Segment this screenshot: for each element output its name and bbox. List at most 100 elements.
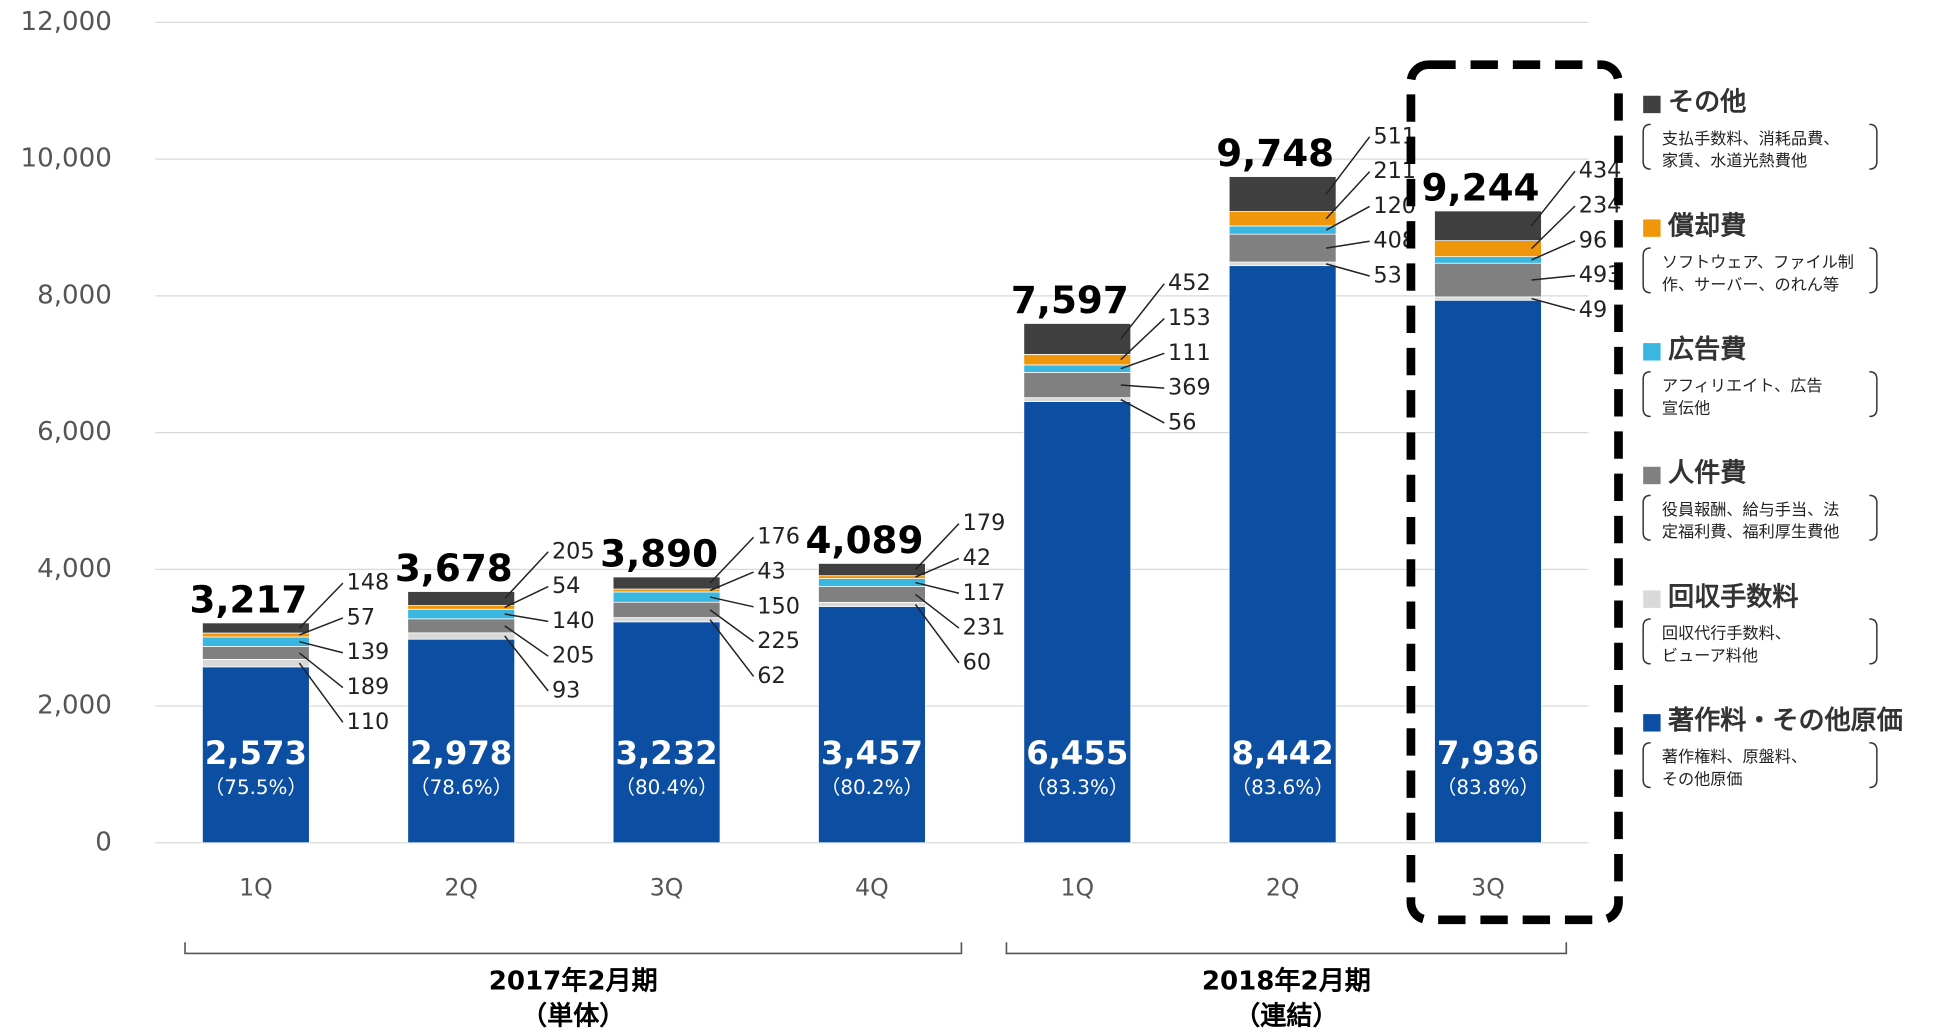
legend-bracket (1642, 494, 1878, 541)
bar-segment (1023, 397, 1132, 402)
legend-description: アフィリエイト、広告 (1662, 376, 1823, 395)
segment-value-label: 176 (757, 524, 800, 550)
x-tick-label: 2Q (1266, 873, 1300, 901)
segment-value-label: 225 (757, 628, 800, 654)
legend-description: ソフトウェア、ファイル制 (1662, 252, 1854, 271)
bar-segment (202, 636, 310, 647)
bar-segment (1434, 256, 1542, 264)
segment-value-label: 93 (552, 677, 580, 703)
group-label: 2017年2月期 (489, 965, 658, 996)
segment-value-label: 54 (552, 573, 580, 599)
legend-description: 支払手数料、消耗品費、 (1662, 129, 1840, 148)
segment-value-label: 60 (963, 649, 991, 675)
bar-segment (1228, 225, 1337, 235)
segment-value-label: 96 (1579, 227, 1607, 253)
x-tick-label: 1Q (1060, 873, 1094, 901)
leader-line (298, 662, 344, 723)
leader-line (1325, 263, 1370, 277)
leader-line (1530, 205, 1576, 250)
leader-line (914, 593, 960, 629)
leader-line (1325, 205, 1370, 231)
x-tick-label: 3Q (650, 873, 684, 901)
y-tick-label: 0 (95, 827, 112, 857)
leader-line (1120, 283, 1165, 340)
y-tick-label: 12,000 (21, 7, 112, 37)
legend-swatch (1643, 95, 1661, 114)
legend-swatch (1643, 714, 1661, 732)
segment-share-label: （83.3%） (1026, 776, 1129, 799)
bar-segment (202, 646, 310, 660)
legend-description: 定福利費、福利厚生費他 (1662, 522, 1840, 541)
legend-description: 作、サーバー、のれん等 (1662, 275, 1839, 294)
segment-value-label: 189 (347, 674, 390, 700)
leader-line (1531, 274, 1576, 281)
total-label: 4,089 (806, 518, 924, 562)
bar-segment (818, 578, 926, 587)
bar-segment (818, 575, 926, 579)
leader-line (299, 617, 344, 636)
bar-segment (818, 606, 926, 844)
leader-line (709, 619, 755, 677)
bar-segment (407, 591, 516, 606)
bar-segment (612, 617, 721, 623)
leader-line (709, 609, 755, 643)
leader-line (709, 571, 754, 592)
segment-value-label: 3,232 (615, 734, 717, 772)
legend-description: 著作権料、原盤料、 (1662, 747, 1807, 766)
y-tick-label: 4,000 (37, 554, 112, 584)
segment-value-label: 452 (1168, 270, 1211, 296)
segment-value-label: 205 (552, 643, 595, 669)
segment-value-label: 2,573 (205, 734, 307, 772)
segment-value-label: 110 (347, 709, 390, 735)
leader-line (709, 596, 754, 608)
bar-segment (202, 622, 310, 634)
leader-line (504, 585, 549, 609)
segment-value-label: 153 (1168, 305, 1211, 331)
y-tick-label: 2,000 (37, 691, 112, 721)
bar-segment (1434, 296, 1542, 301)
bar-segment (407, 638, 516, 844)
segment-value-label: 56 (1168, 409, 1196, 435)
bar-segment (202, 632, 310, 638)
bar-segment (612, 601, 721, 618)
total-label: 7,597 (1011, 278, 1129, 322)
leader-line (914, 523, 960, 571)
segment-value-label: 62 (757, 663, 785, 689)
y-tick-label: 10,000 (21, 144, 112, 174)
x-tick-label: 3Q (1471, 873, 1505, 901)
bar-segment (818, 601, 926, 607)
legend-label: その他 (1668, 88, 1746, 118)
leader-line (1531, 240, 1576, 261)
leader-line (1120, 352, 1165, 370)
bar-segment (1023, 372, 1132, 399)
segment-share-label: （83.8%） (1437, 776, 1540, 799)
leader-line (504, 551, 549, 600)
segment-value-label: 231 (963, 615, 1006, 641)
bar-segment (1228, 265, 1337, 844)
leader-line (1531, 297, 1576, 312)
legend-label: 著作料・その他原価 (1668, 706, 1903, 736)
leader-line (709, 536, 755, 584)
segment-value-label: 57 (347, 604, 375, 630)
group-label: 2018年2月期 (1202, 965, 1371, 996)
legend-label: 償却費 (1667, 211, 1746, 241)
bar-segment (612, 621, 721, 844)
legend-description: その他原価 (1662, 770, 1743, 789)
bar-segment (1434, 240, 1542, 258)
bar-segment (612, 591, 721, 603)
bar-segment (202, 658, 310, 668)
leader-line (1530, 170, 1576, 227)
bar-segment (1228, 176, 1337, 212)
bar-segment (1228, 233, 1337, 263)
segment-value-label: 179 (963, 510, 1006, 536)
segment-value-label: 8,442 (1232, 734, 1334, 772)
legend-swatch (1643, 219, 1661, 237)
bar-segment (1023, 323, 1132, 355)
legend-bracket (1642, 370, 1878, 418)
y-tick-label: 6,000 (37, 417, 112, 447)
legend-label: 人件費 (1668, 459, 1746, 489)
bar-segment (1228, 261, 1337, 267)
legend-swatch (1643, 466, 1661, 485)
group-bracket (184, 942, 963, 955)
